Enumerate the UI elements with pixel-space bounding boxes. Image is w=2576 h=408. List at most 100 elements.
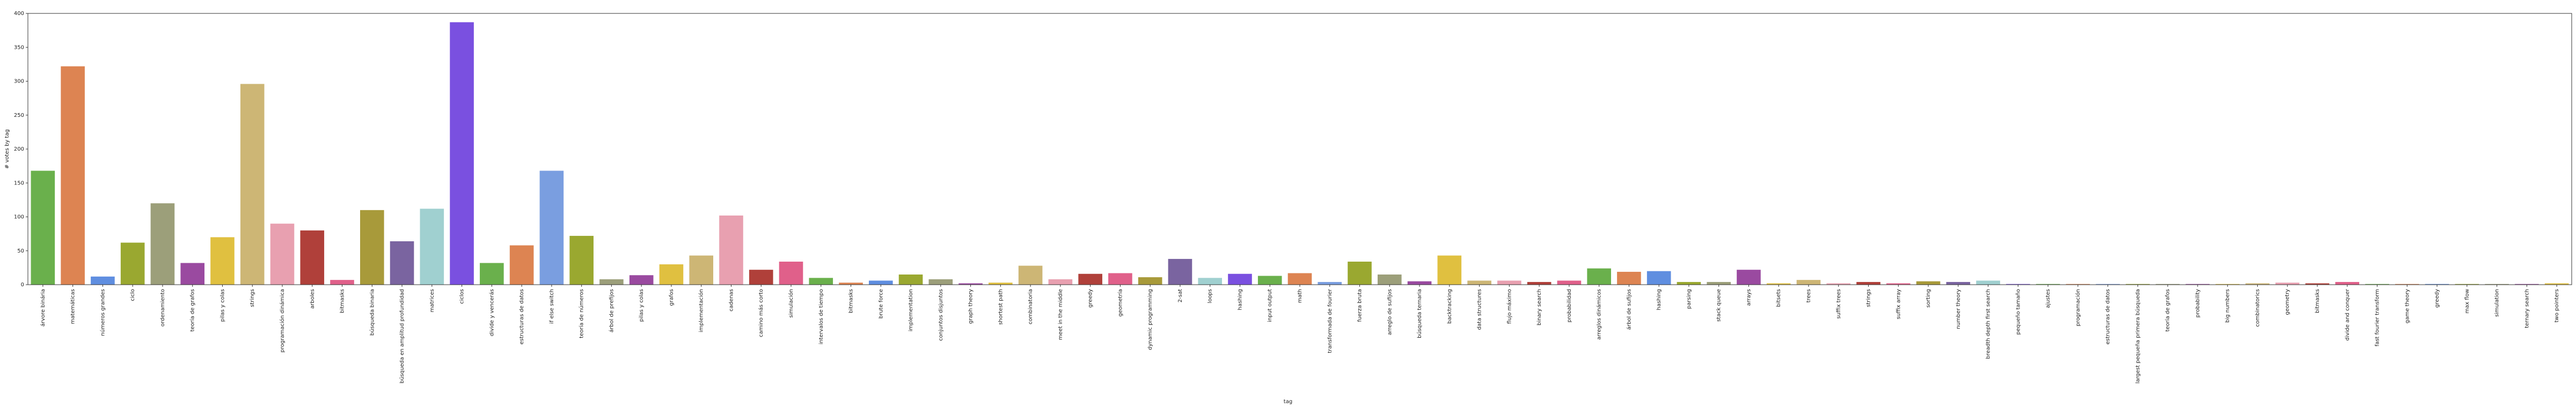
- x-tick-label: backtracking: [1447, 289, 1453, 324]
- bar: [31, 170, 55, 285]
- x-tick-label: fuerza bruta: [1357, 289, 1363, 322]
- bar: [390, 241, 414, 285]
- bar: [1108, 273, 1132, 285]
- x-tick-label: suffix array: [1896, 289, 1901, 320]
- y-tick-label: 250: [14, 113, 24, 118]
- x-tick-label: cadenas: [728, 289, 734, 311]
- bar: [2155, 284, 2180, 285]
- bar: [240, 84, 265, 285]
- bar: [180, 263, 205, 285]
- bar: [1916, 281, 1941, 285]
- x-tick-label: combinatoria: [1028, 289, 1034, 324]
- bar: [2455, 284, 2479, 285]
- x-tick-label: búsqueda binaria: [369, 289, 375, 336]
- x-tick-label: dynamic programming: [1147, 289, 1153, 350]
- bar: [120, 242, 145, 285]
- x-tick-label: teoría de números: [579, 289, 585, 338]
- bar: [1348, 261, 1372, 285]
- bar: [928, 279, 953, 285]
- y-axis-label: # votes by tag: [4, 129, 10, 169]
- x-tick-label: if else switch: [549, 289, 555, 324]
- x-tick-label: divide and conquer: [2345, 288, 2351, 340]
- bar: [2544, 283, 2569, 285]
- x-tick-label: ciclos: [459, 289, 465, 304]
- bar: [1168, 258, 1192, 285]
- x-tick-label: búsqueda ternaria: [1416, 289, 1423, 338]
- x-tick-label: intervalos de tiempo: [818, 289, 824, 344]
- x-tick-label: probabilidad: [1567, 289, 1572, 322]
- bar: [839, 283, 863, 285]
- bar: [1527, 281, 1552, 285]
- bar: [1737, 270, 1761, 285]
- bar: [1976, 280, 2000, 285]
- bar: [2036, 284, 2060, 285]
- bar: [2515, 284, 2539, 285]
- x-tick-label: transformada de fourier: [1327, 288, 1333, 353]
- bar: [1587, 268, 1611, 285]
- x-tick-label: ciclo: [130, 289, 136, 301]
- bar: [958, 283, 983, 285]
- x-tick-label: max flow: [2464, 289, 2470, 314]
- x-tick-label: strings: [250, 289, 255, 307]
- x-tick-label: bitmasks: [2315, 289, 2321, 313]
- x-tick-label: programación dinámica: [279, 289, 286, 352]
- bar: [2485, 284, 2509, 285]
- x-tick-label: bitsets: [1776, 289, 1782, 307]
- bar: [1886, 283, 1911, 285]
- x-tick-label: parsing: [1686, 289, 1692, 309]
- x-tick-label: conjuntos disjuntos: [938, 289, 944, 341]
- bar: [2425, 284, 2449, 285]
- x-tick-label: ternary search: [2524, 289, 2530, 328]
- bar: [210, 237, 235, 285]
- x-tick-label: teoría de grafos: [2164, 289, 2171, 332]
- x-tick-label: geometría: [1117, 289, 1123, 316]
- x-tick-label: bitmasks: [848, 289, 854, 313]
- bar: [1856, 281, 1880, 285]
- x-tick-label: meet in the middle: [1058, 289, 1064, 340]
- bar: [2126, 284, 2150, 285]
- y-tick-label: 50: [17, 248, 24, 254]
- x-tick-label: graph theory: [968, 289, 974, 324]
- bar: [61, 66, 85, 285]
- x-tick-label: pilas y colas: [639, 289, 645, 322]
- x-tick-label: data structures: [1477, 289, 1483, 330]
- x-tick-label: grafos: [669, 289, 675, 306]
- y-tick-label: 350: [14, 44, 24, 50]
- bar: [1677, 281, 1701, 285]
- x-tick-label: simulación: [788, 289, 794, 318]
- x-tick-label: camino más corto: [758, 289, 764, 337]
- y-tick-label: 300: [14, 79, 24, 85]
- x-tick-label: arboles: [310, 289, 316, 309]
- bar: [2215, 284, 2240, 285]
- bar: [868, 280, 893, 285]
- x-tick-label: pequeño tamaño: [2015, 289, 2021, 335]
- x-tick-label: árvore binária: [40, 289, 46, 327]
- bar: [509, 245, 534, 285]
- bar: [719, 215, 743, 285]
- x-tick-label: input output: [1267, 289, 1273, 322]
- x-tick-label: números grandes: [99, 289, 106, 336]
- bar: [1946, 281, 1971, 285]
- bar: [1617, 271, 1641, 285]
- x-tick-label: matrices: [429, 289, 435, 313]
- x-tick-label: brute force: [878, 289, 884, 318]
- bar: [270, 224, 295, 285]
- y-tick-label: 150: [14, 180, 24, 186]
- bar: [1646, 271, 1671, 285]
- bar: [539, 170, 564, 285]
- bar: [1437, 255, 1462, 285]
- bar: [1497, 280, 1521, 285]
- bar: [420, 209, 444, 285]
- bar: [1318, 281, 1342, 285]
- x-tick-label: flujo máximo: [1506, 289, 1512, 324]
- x-tick-label: implementation: [908, 289, 914, 331]
- x-tick-label: two pointers: [2554, 289, 2560, 322]
- x-tick-label: pilas y colas: [219, 289, 225, 322]
- bar: [2096, 284, 2120, 285]
- bar: [599, 279, 624, 285]
- y-tick-label: 400: [14, 11, 24, 17]
- bar: [2066, 284, 2090, 285]
- bar: [2365, 284, 2389, 285]
- bar: [1198, 278, 1223, 285]
- bar: [2185, 284, 2210, 285]
